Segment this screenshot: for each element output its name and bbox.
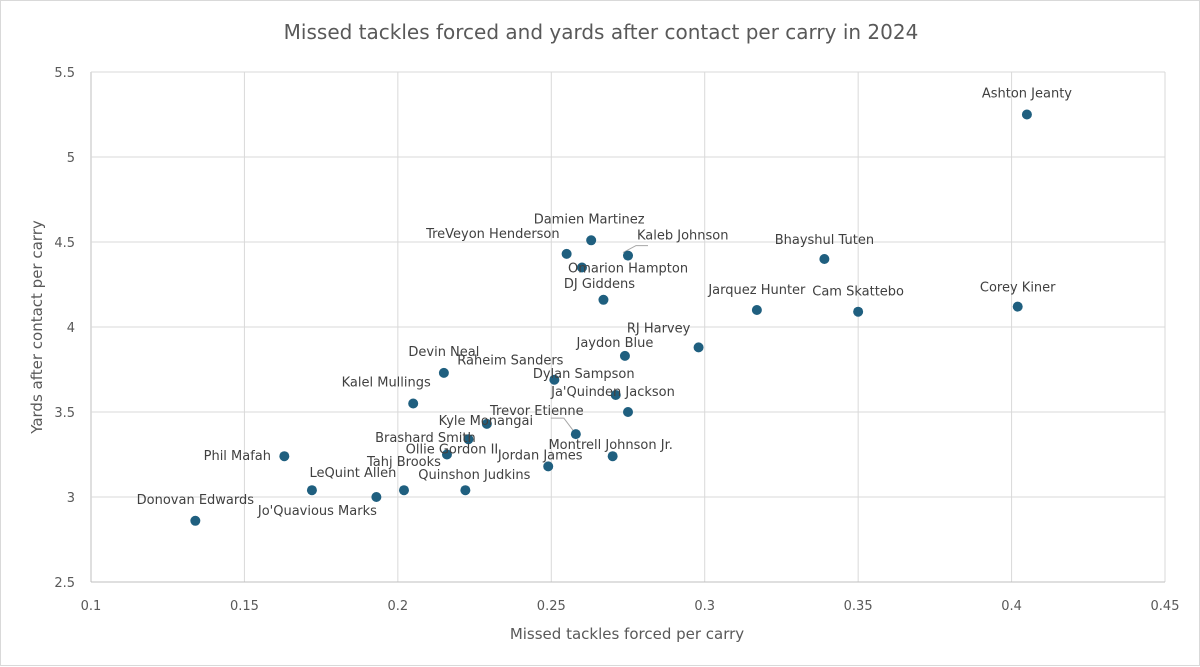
data-point-label: Tahj Brooks [366, 455, 441, 470]
x-tick-label: 0.25 [537, 599, 566, 614]
data-point [543, 461, 554, 472]
data-point [693, 342, 704, 353]
data-point-label: Quinshon Judkins [418, 468, 530, 483]
data-point [819, 254, 830, 264]
data-point [481, 418, 492, 429]
data-point-label: Jarquez Hunter [707, 283, 806, 298]
x-axis-title: Missed tackles forced per carry [510, 625, 744, 643]
data-point-label: Corey Kiner [980, 281, 1056, 296]
x-tick-label: 0.45 [1151, 599, 1180, 614]
gridlines [90, 71, 1166, 583]
x-tick-label: 0.1 [81, 599, 102, 614]
data-point-label: Brashard Smith [375, 431, 476, 446]
data-point-label: RJ Harvey [627, 321, 691, 336]
data-point-label: Ashton Jeanty [982, 87, 1072, 102]
data-point-label: Trevor Etienne [489, 404, 584, 419]
data-point [279, 451, 290, 462]
data-point [438, 367, 449, 378]
x-tick-label: 0.3 [694, 599, 715, 614]
x-tick-label: 0.15 [230, 599, 259, 614]
data-point-label: Devin Neal [408, 345, 479, 360]
data-point-label: Omarion Hampton [568, 262, 688, 277]
data-point [619, 350, 630, 361]
data-point [853, 306, 864, 317]
data-point [306, 485, 317, 496]
data-point-label: Jaydon Blue [576, 336, 654, 351]
y-tick-label: 5 [67, 151, 75, 166]
data-point-label: Cam Skattebo [812, 285, 904, 300]
chart-title: Missed tackles forced and yards after co… [284, 20, 919, 44]
data-point [549, 374, 560, 385]
data-point [570, 429, 581, 440]
x-tick-label: 0.4 [1001, 599, 1022, 614]
data-point [586, 235, 597, 246]
data-point [463, 434, 474, 445]
data-point-label: Kalel Mullings [342, 376, 431, 391]
y-tick-label: 4 [67, 321, 75, 336]
data-point-label: DJ Giddens [564, 277, 635, 292]
data-point [1021, 109, 1032, 120]
data-point [561, 248, 572, 259]
data-point-label: Ollie Gordon II [406, 443, 499, 458]
tick-labels: 0.1 0.15 0.2 0.25 0.3 0.35 0.4 0.45 2.5 3 3.5 4 4.5 5… [54, 66, 1179, 614]
data-point [751, 305, 762, 315]
data-point [610, 390, 621, 400]
data-point-label: Donovan Edwards [137, 493, 255, 508]
data-point-label: Bhayshul Tuten [775, 233, 874, 248]
data-point [371, 492, 382, 502]
x-tick-label: 0.2 [388, 599, 409, 614]
data-point [190, 515, 201, 526]
data-point [623, 250, 633, 261]
data-point-label: Damien Martinez [534, 212, 645, 227]
data-point-label: Dylan Sampson [533, 367, 635, 382]
data-point [598, 294, 609, 305]
data-point [623, 407, 633, 417]
data-point-label: Kaleb Johnson [637, 229, 729, 244]
data-point [460, 485, 471, 496]
data-point [1012, 301, 1023, 312]
data-point [576, 262, 587, 273]
leader-lines [550, 245, 648, 431]
data-point-label: Kyle Monangai [439, 414, 533, 429]
y-tick-label: 2.5 [54, 576, 75, 591]
data-point-label: Jordan James [497, 448, 583, 463]
y-tick-label: 3 [67, 491, 75, 506]
data-point-label: Ja'Quinden Jackson [550, 385, 675, 400]
data-point [607, 451, 618, 462]
data-point-label: Raheim Sanders [457, 354, 563, 369]
point-labels: Ashton Jeanty Damien Martinez Kaleb Johnso… [137, 87, 1073, 520]
data-point-label: LeQuint Allen [309, 466, 396, 481]
y-tick-label: 5.5 [54, 66, 75, 81]
data-point-label: TreVeyon Henderson [425, 227, 560, 242]
y-axis-title: Yards after contact per carry [28, 220, 46, 435]
data-point [398, 485, 409, 496]
data-point-label: Phil Mafah [204, 449, 271, 464]
leader-line [550, 417, 574, 431]
data-points [190, 109, 1032, 526]
y-tick-label: 3.5 [54, 406, 75, 421]
data-point-label: Montrell Johnson Jr. [548, 438, 672, 453]
data-point [408, 398, 419, 409]
data-point-label: Jo'Quavious Marks [257, 504, 377, 519]
y-tick-label: 4.5 [54, 236, 75, 251]
data-point [441, 449, 452, 460]
leader-line [622, 245, 648, 254]
x-tick-label: 0.35 [844, 599, 873, 614]
